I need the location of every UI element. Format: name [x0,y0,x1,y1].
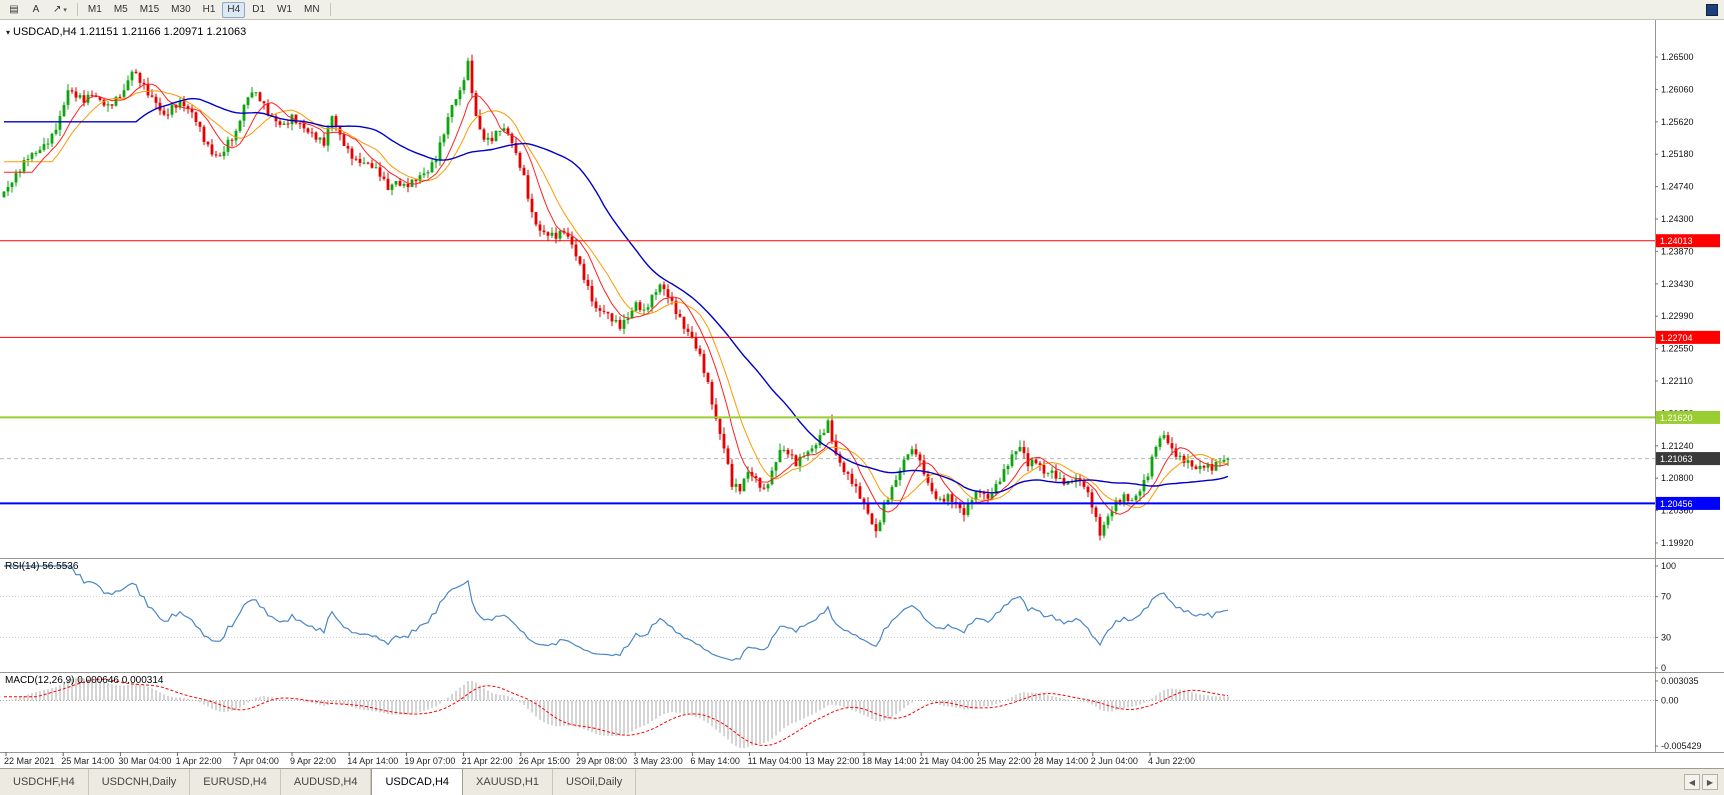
price-axis-label: 1.24300 [1661,214,1694,224]
chart-tab-usdchf-h4[interactable]: USDCHF,H4 [0,769,89,795]
price-axis-label: 1.19920 [1661,538,1694,548]
time-axis-label: 2 Jun 04:00 [1091,756,1138,766]
time-axis-label: 4 Jun 22:00 [1148,756,1195,766]
rsi-axis-label: 30 [1661,632,1671,642]
timeframe-button-h1[interactable]: H1 [202,4,216,15]
price-tag-level[interactable] [1656,410,1720,424]
svg-text:1.24013: 1.24013 [1660,236,1693,246]
tab-scroll-left-icon[interactable]: ◀ [1684,774,1700,790]
price-axis-label: 1.22990 [1661,311,1694,321]
price-axis-label: 1.24740 [1661,182,1694,192]
toolbar-separator [76,3,78,16]
time-axis-label: 18 May 14:00 [862,756,917,766]
chart-tab-usdcad-h4[interactable]: USDCAD,H4 [371,769,464,795]
text-label-icon[interactable]: A [32,4,40,15]
time-axis-label: 9 Apr 22:00 [290,756,336,766]
price-tag-level[interactable] [1656,330,1720,344]
tab-scroll-arrows: ◀ ▶ [1684,769,1724,795]
price-axis-label: 1.21240 [1661,441,1694,451]
price-axis-label: 1.26500 [1661,52,1694,62]
time-axis-label: 22 Mar 2021 [4,756,55,766]
time-axis-label: 6 May 14:00 [690,756,740,766]
macd-histogram [7,678,1229,748]
chart-tab-usdcnh-daily[interactable]: USDCNH,Daily [89,769,191,795]
time-axis-label: 7 Apr 04:00 [233,756,279,766]
time-axis-label: 26 Apr 15:00 [519,756,570,766]
chart-tab-usoil-daily[interactable]: USOil,Daily [553,769,637,795]
price-axis-label: 1.25180 [1661,149,1694,159]
time-axis-label: 21 May 04:00 [919,756,974,766]
rsi-axis-label: 0 [1661,663,1666,673]
toolbar: ▤ A ↗ ▾ M1 M5 M15 M30 H1 H4 D1 W1 MN [0,0,1724,20]
time-axis-label: 30 Mar 04:00 [118,756,171,766]
price-tag-level[interactable] [1656,496,1720,510]
time-axis-label: 1 Apr 22:00 [176,756,222,766]
chart-tabbar: USDCHF,H4 USDCNH,Daily EURUSD,H4 AUDUSD,H4 U… [0,768,1724,795]
price-tag-bid[interactable] [1656,452,1720,466]
time-axis-label: 14 Apr 14:00 [347,756,398,766]
rsi-axis-label: 70 [1661,592,1671,602]
price-axis-label: 1.22550 [1661,344,1694,354]
toolbar-tools: ▤ A ↗ ▾ [3,2,73,18]
window-corner-button[interactable] [1706,3,1718,16]
timeframe-button-m5[interactable]: M5 [113,4,128,15]
price-axis-label: 1.22110 [1661,376,1693,386]
timeframe-group: M1 M5 M15 M30 H1 H4 D1 W1 MN [82,1,326,18]
price-axis-label: 1.26060 [1661,84,1694,94]
candles-layer [2,54,1230,541]
toolbar-separator [329,3,331,16]
time-axis-label: 3 May 23:00 [633,756,683,766]
time-axis-label: 19 Apr 07:00 [404,756,455,766]
chart-tabs: USDCHF,H4 USDCNH,Daily EURUSD,H4 AUDUSD,H4 U… [0,769,637,795]
time-axis-label: 29 Apr 08:00 [576,756,627,766]
price-tag-level[interactable] [1656,234,1720,248]
chart-tab-audusd-h4[interactable]: AUDUSD,H4 [281,769,372,795]
rsi-label: RSI(14) 56.5536 [5,561,79,572]
rsi-axis-label: 100 [1661,561,1676,571]
price-axis-label: 1.23430 [1661,279,1694,289]
timeframe-button-m15[interactable]: M15 [139,4,160,15]
timeframe-button-d1[interactable]: D1 [252,4,266,15]
svg-text:1.20456: 1.20456 [1660,499,1693,509]
timeframe-button-w1[interactable]: W1 [277,4,293,15]
chart-title: ▾ USDCAD,H4 1.21151 1.21166 1.20971 1.210… [6,26,246,38]
ma-blue-line [4,97,1229,494]
macd-label: MACD(12,26,9) 0.000646 0.000314 [5,675,164,686]
chart-tab-eurusd-h4[interactable]: EURUSD,H4 [190,769,281,795]
time-axis-label: 13 May 22:00 [805,756,860,766]
symbol-dropdown-icon[interactable]: ▾ [6,28,11,37]
macd-axis-min: -0.005429 [1661,741,1702,751]
tab-scroll-right-icon[interactable]: ▶ [1702,774,1718,790]
time-axis-label: 21 Apr 22:00 [462,756,513,766]
svg-text:1.21620: 1.21620 [1660,413,1693,423]
timeframe-button-m30[interactable]: M30 [171,4,191,15]
arrow-tools-icon[interactable]: ↗ ▾ [53,4,67,15]
ohlc-title-text: USDCAD,H4 1.21151 1.21166 1.20971 1.2106… [13,26,247,38]
price-axis-label: 1.20360 [1661,506,1694,516]
time-axis-label: 11 May 04:00 [748,756,802,766]
time-axis-label: 28 May 14:00 [1034,756,1089,766]
timeframe-button-h4[interactable]: H4 [222,1,246,18]
svg-text:1.21063: 1.21063 [1660,454,1693,464]
chart-tools-icon[interactable]: ▤ [9,4,19,15]
timeframe-button-m1[interactable]: M1 [87,4,102,15]
price-axis-label: 1.25620 [1661,117,1694,127]
macd-axis-zero: 0.00 [1661,695,1679,705]
macd-signal-line [4,678,1229,747]
svg-text:1.22704: 1.22704 [1660,333,1693,343]
price-axis-label: 1.20800 [1661,473,1694,483]
time-axis-label: 25 Mar 14:00 [61,756,114,766]
ma-orange-line [4,90,1229,509]
time-axis-label: 25 May 22:00 [976,756,1031,766]
ma-red-line [4,83,1229,515]
macd-axis-max: 0.003035 [1661,676,1699,686]
price-axis-label: 1.23870 [1661,246,1694,256]
rsi-line [4,565,1229,662]
chart-tab-xauusd-h1[interactable]: XAUUSD,H1 [463,769,553,795]
timeframe-button-mn[interactable]: MN [304,4,320,15]
